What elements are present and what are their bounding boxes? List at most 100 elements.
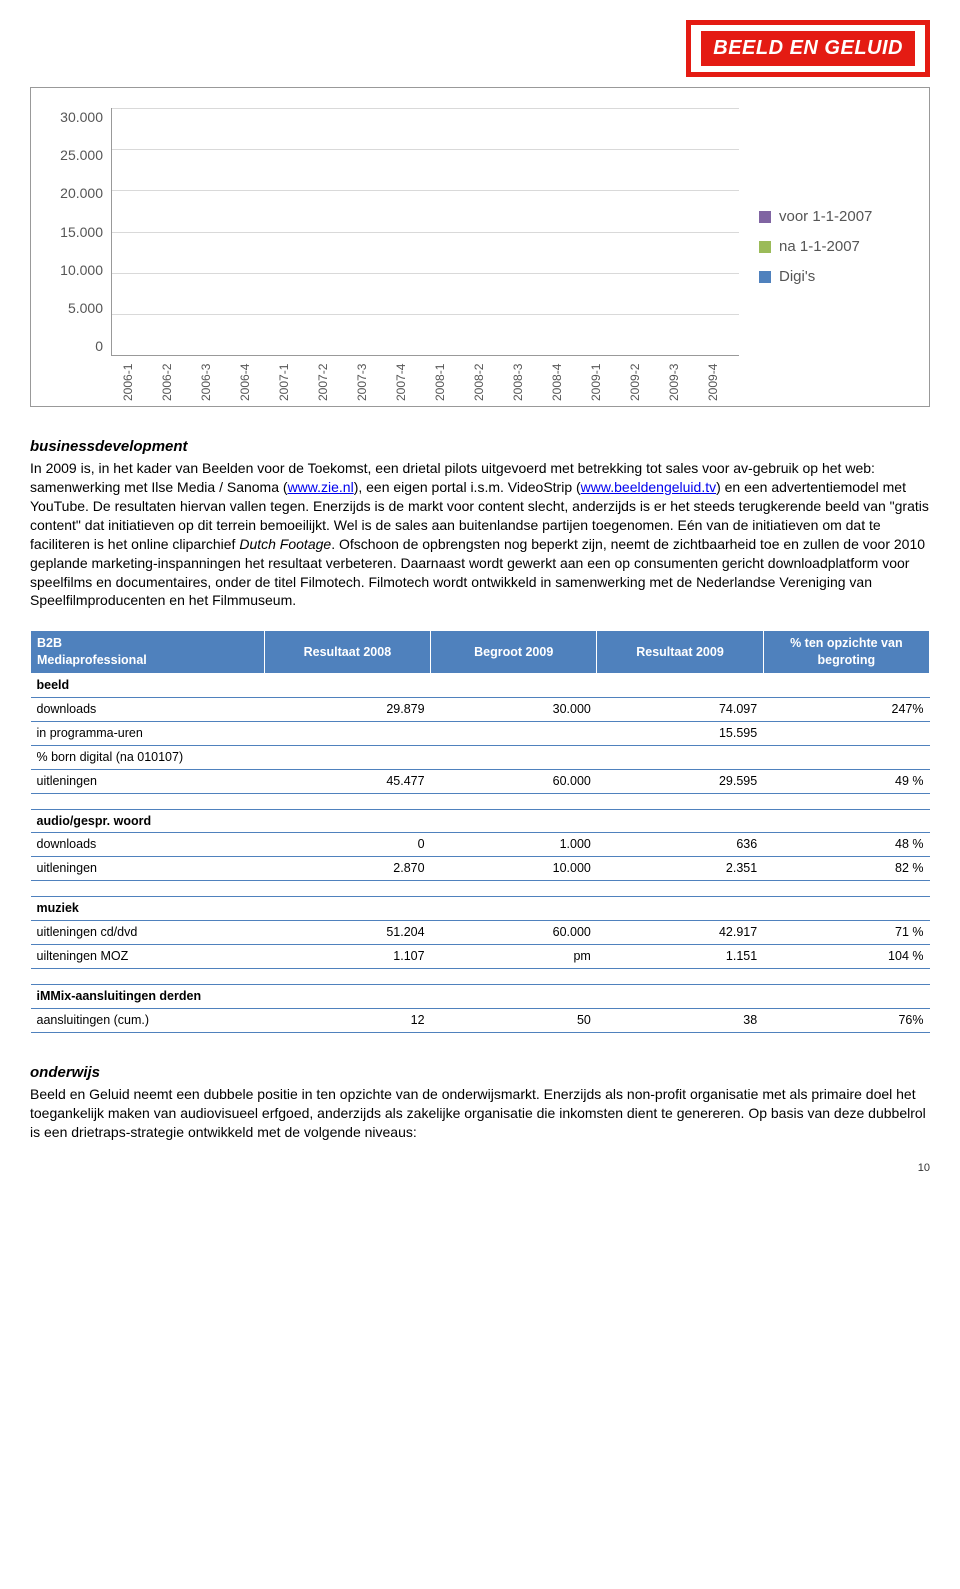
table-header-cell: B2BMediaprofessional [31, 631, 265, 674]
table-cell [264, 984, 430, 1008]
link-zie-nl[interactable]: www.zie.nl [288, 479, 354, 495]
grid-line [112, 190, 739, 191]
table-cell [431, 897, 597, 921]
x-tick-label: 2006-3 [200, 359, 222, 405]
table-cell: 15.595 [597, 721, 763, 745]
table-cell: 45.477 [264, 769, 430, 793]
table-section-title: iMMix-aansluitingen derden [31, 984, 265, 1008]
table-cell: 2.870 [264, 857, 430, 881]
table-cell [431, 745, 597, 769]
table-cell [597, 984, 763, 1008]
x-tick-label: 2007-3 [356, 359, 378, 405]
x-tick-label: 2008-2 [473, 359, 495, 405]
table-cell: 1.107 [264, 944, 430, 968]
table-cell [763, 984, 929, 1008]
onderwijs-heading: onderwijs [30, 1063, 930, 1083]
table-spacer [31, 968, 930, 984]
y-tick-label: 15.000 [51, 223, 103, 242]
x-axis-labels: 2006-12006-22006-32006-42007-12007-22007… [122, 359, 729, 405]
table-cell: 74.097 [597, 698, 763, 722]
table-row-label: downloads [31, 698, 265, 722]
table-row-label: uilteningen MOZ [31, 944, 265, 968]
y-tick-label: 30.000 [51, 108, 103, 127]
x-tick-label: 2009-3 [668, 359, 690, 405]
table-row-label: uitleningen [31, 857, 265, 881]
businessdevelopment-body: In 2009 is, in het kader van Beelden voo… [30, 459, 930, 610]
x-tick-label: 2008-4 [551, 359, 573, 405]
table-cell [597, 745, 763, 769]
legend-swatch [759, 241, 771, 253]
legend-item: Digi's [759, 267, 909, 287]
y-tick-label: 20.000 [51, 184, 103, 203]
table-cell: 60.000 [431, 769, 597, 793]
stacked-bar-chart: 30.00025.00020.00015.00010.0005.0000 200… [30, 87, 930, 407]
grid-line [112, 149, 739, 150]
table-cell: 0 [264, 833, 430, 857]
table-cell: 71 % [763, 921, 929, 945]
table-cell [597, 897, 763, 921]
table-row-label: uitleningen [31, 769, 265, 793]
table-cell: 38 [597, 1008, 763, 1032]
table-row-label: % born digital (na 010107) [31, 745, 265, 769]
table-cell: pm [431, 944, 597, 968]
table-cell: 1.000 [431, 833, 597, 857]
x-tick-label: 2006-1 [122, 359, 144, 405]
table-section-title: beeld [31, 674, 265, 698]
table-section-title: audio/gespr. woord [31, 809, 265, 833]
table-cell: 30.000 [431, 698, 597, 722]
table-cell: 29.879 [264, 698, 430, 722]
y-tick-label: 10.000 [51, 261, 103, 280]
table-cell [431, 674, 597, 698]
table-row-label: downloads [31, 833, 265, 857]
legend-item: voor 1-1-2007 [759, 207, 909, 227]
table-section-title: muziek [31, 897, 265, 921]
b2b-results-table: B2BMediaprofessionalResultaat 2008Begroo… [30, 630, 930, 1032]
table-cell: 48 % [763, 833, 929, 857]
grid-line [112, 314, 739, 315]
table-cell [431, 809, 597, 833]
table-cell: 1.151 [597, 944, 763, 968]
table-header-cell: Begroot 2009 [431, 631, 597, 674]
table-header-cell: Resultaat 2008 [264, 631, 430, 674]
logo-text: BEELD EN GELUID [701, 31, 915, 66]
link-beeldengeluid-tv[interactable]: www.beeldengeluid.tv [581, 479, 716, 495]
table-cell: 247% [763, 698, 929, 722]
table-spacer [31, 881, 930, 897]
x-tick-label: 2007-4 [395, 359, 417, 405]
table-header-cell: % ten opzichte van begroting [763, 631, 929, 674]
x-tick-label: 2008-1 [434, 359, 456, 405]
y-tick-label: 25.000 [51, 146, 103, 165]
table-cell: 2.351 [597, 857, 763, 881]
x-tick-label: 2007-1 [278, 359, 300, 405]
table-cell: 50 [431, 1008, 597, 1032]
table-cell [597, 809, 763, 833]
x-tick-label: 2006-4 [239, 359, 261, 405]
table-cell [264, 674, 430, 698]
table-row-label: aansluitingen (cum.) [31, 1008, 265, 1032]
legend-swatch [759, 211, 771, 223]
x-tick-label: 2006-2 [161, 359, 183, 405]
table-cell [431, 721, 597, 745]
table-row-label: uitleningen cd/dvd [31, 921, 265, 945]
legend-label: na 1-1-2007 [779, 237, 860, 257]
italic-dutch-footage: Dutch Footage [239, 536, 331, 552]
table-cell [597, 674, 763, 698]
logo-frame: BEELD EN GELUID [686, 20, 930, 77]
businessdevelopment-heading: businessdevelopment [30, 437, 930, 457]
table-cell: 60.000 [431, 921, 597, 945]
table-cell [431, 984, 597, 1008]
legend-swatch [759, 271, 771, 283]
table-cell: 42.917 [597, 921, 763, 945]
table-cell: 636 [597, 833, 763, 857]
y-tick-label: 0 [51, 337, 103, 356]
x-tick-label: 2008-3 [512, 359, 534, 405]
x-tick-label: 2009-1 [590, 359, 612, 405]
table-cell: 82 % [763, 857, 929, 881]
table-cell [264, 721, 430, 745]
grid-line [112, 108, 739, 109]
table-cell [763, 674, 929, 698]
x-tick-label: 2009-4 [707, 359, 729, 405]
table-cell: 29.595 [597, 769, 763, 793]
table-cell: 10.000 [431, 857, 597, 881]
body-text: ), een eigen portal i.s.m. VideoStrip ( [354, 479, 581, 495]
